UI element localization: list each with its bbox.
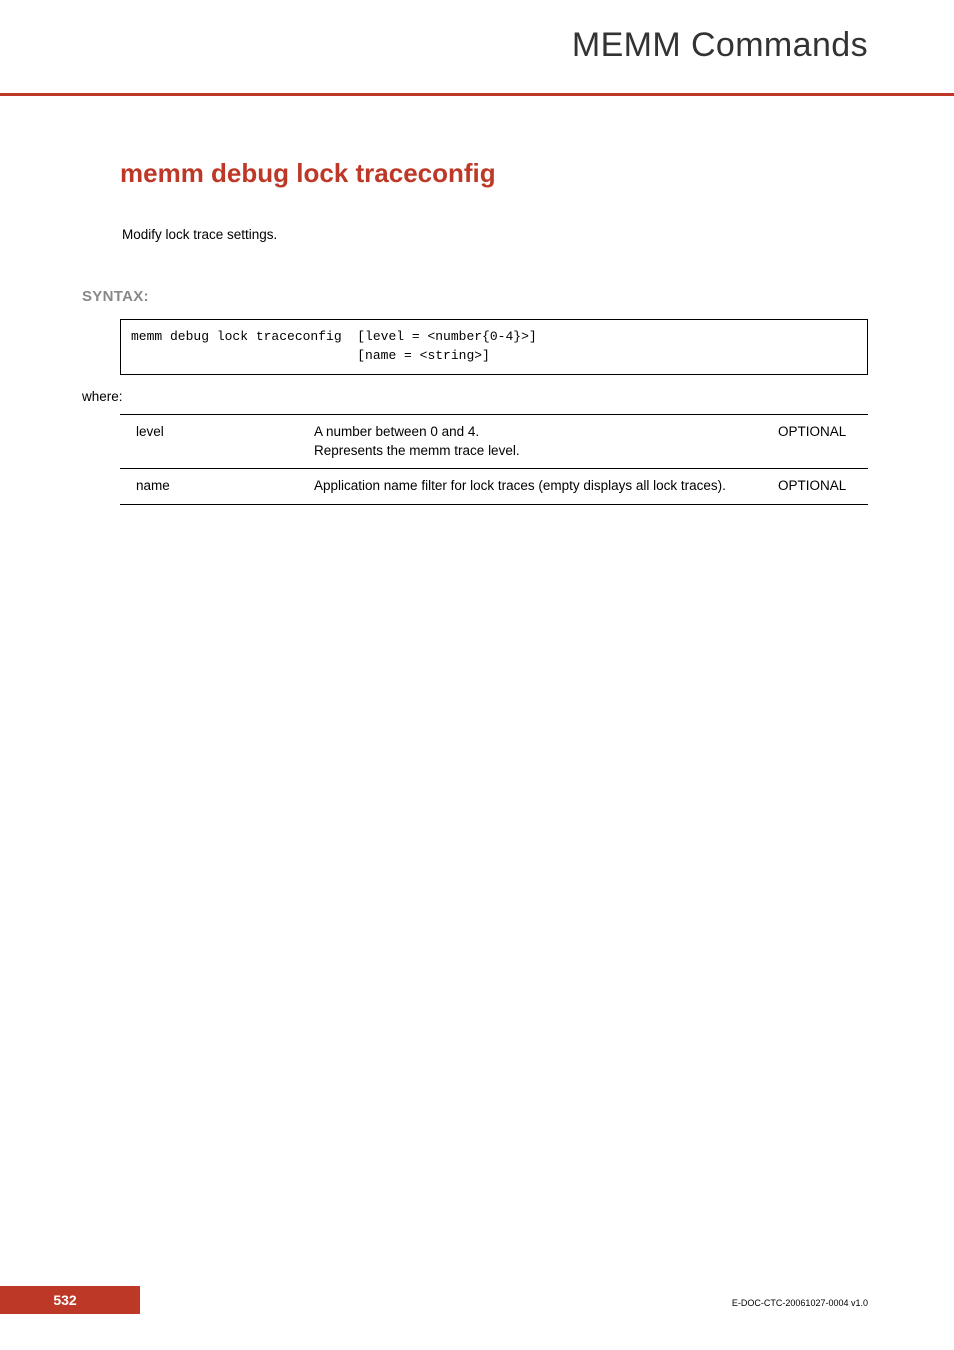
table-row: level A number between 0 and 4. Represen… (120, 414, 868, 469)
page-number-badge: 532 (0, 1286, 140, 1314)
param-desc: A number between 0 and 4. Represents the… (310, 414, 768, 469)
doc-id: E-DOC-CTC-20061027-0004 v1.0 (732, 1298, 868, 1308)
param-desc: Application name filter for lock traces … (310, 469, 768, 505)
command-heading: memm debug lock traceconfig (120, 158, 868, 189)
param-opt: OPTIONAL (768, 469, 868, 505)
parameters-table: level A number between 0 and 4. Represen… (120, 414, 868, 506)
syntax-label: SYNTAX: (82, 288, 868, 305)
table-row: name Application name filter for lock tr… (120, 469, 868, 505)
header-title: MEMM Commands (572, 26, 868, 65)
page-footer: 532 E-DOC-CTC-20061027-0004 v1.0 (0, 1286, 954, 1314)
page-header: MEMM Commands (0, 0, 954, 96)
command-description: Modify lock trace settings. (122, 227, 868, 242)
where-label: where: (82, 389, 868, 404)
param-opt: OPTIONAL (768, 414, 868, 469)
content-area: memm debug lock traceconfig Modify lock … (0, 96, 954, 505)
param-name: level (120, 414, 310, 469)
page-root: MEMM Commands memm debug lock traceconfi… (0, 0, 954, 1350)
param-name: name (120, 469, 310, 505)
syntax-box: memm debug lock traceconfig [level = <nu… (120, 319, 868, 375)
